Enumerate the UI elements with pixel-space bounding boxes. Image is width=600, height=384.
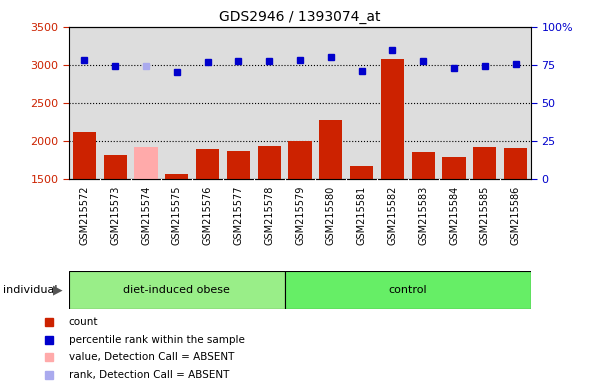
Bar — [504, 148, 527, 179]
Bar — [134, 147, 158, 179]
Bar — [284, 271, 531, 309]
Bar — [104, 155, 127, 179]
Bar — [69, 271, 284, 309]
Text: GSM215576: GSM215576 — [203, 186, 212, 245]
Bar — [350, 166, 373, 179]
Bar — [473, 147, 496, 179]
Text: GSM215583: GSM215583 — [418, 186, 428, 245]
Text: GSM215572: GSM215572 — [79, 186, 89, 245]
Text: control: control — [388, 285, 427, 295]
Bar — [73, 132, 96, 179]
Bar — [289, 141, 311, 179]
Bar — [227, 151, 250, 179]
Text: percentile rank within the sample: percentile rank within the sample — [68, 334, 244, 344]
Text: GSM215580: GSM215580 — [326, 186, 336, 245]
Bar — [319, 120, 343, 179]
Text: GSM215574: GSM215574 — [141, 186, 151, 245]
Bar — [442, 157, 466, 179]
Text: GSM215577: GSM215577 — [233, 186, 244, 245]
Text: GSM215585: GSM215585 — [480, 186, 490, 245]
Text: GSM215579: GSM215579 — [295, 186, 305, 245]
Text: rank, Detection Call = ABSENT: rank, Detection Call = ABSENT — [68, 370, 229, 380]
Text: value, Detection Call = ABSENT: value, Detection Call = ABSENT — [68, 353, 234, 362]
Text: ▶: ▶ — [53, 283, 62, 296]
Text: GSM215581: GSM215581 — [356, 186, 367, 245]
Text: count: count — [68, 317, 98, 327]
Text: GSM215575: GSM215575 — [172, 186, 182, 245]
Text: GSM215584: GSM215584 — [449, 186, 459, 245]
Bar — [165, 174, 188, 179]
Bar — [196, 149, 219, 179]
Text: GSM215573: GSM215573 — [110, 186, 120, 245]
Text: GSM215586: GSM215586 — [511, 186, 521, 245]
Text: GSM215578: GSM215578 — [264, 186, 274, 245]
Bar — [381, 60, 404, 179]
Bar — [257, 146, 281, 179]
Bar — [412, 152, 435, 179]
Text: individual: individual — [3, 285, 58, 295]
Title: GDS2946 / 1393074_at: GDS2946 / 1393074_at — [219, 10, 381, 25]
Text: diet-induced obese: diet-induced obese — [124, 285, 230, 295]
Text: GSM215582: GSM215582 — [388, 186, 397, 245]
